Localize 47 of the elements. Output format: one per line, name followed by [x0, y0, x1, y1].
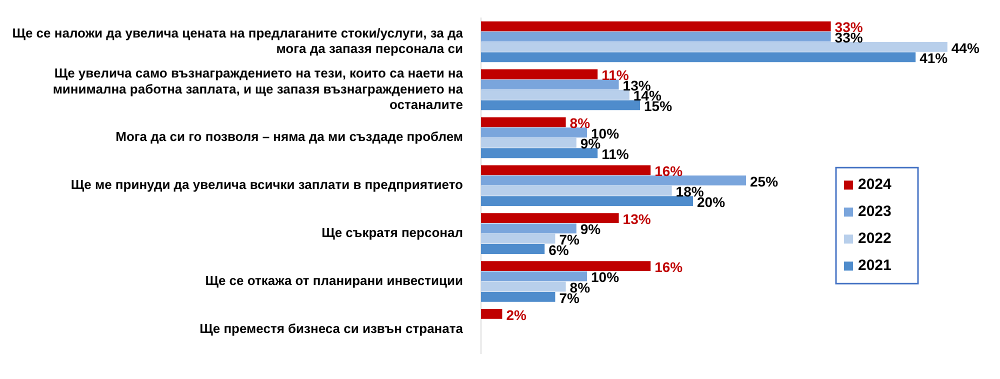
data-label: 2% — [506, 306, 527, 323]
bar — [481, 117, 566, 128]
bar — [481, 100, 640, 110]
bar — [481, 165, 651, 176]
data-label: 41% — [920, 50, 948, 66]
bar — [481, 80, 619, 90]
bar — [481, 176, 746, 186]
data-label: 16% — [654, 163, 684, 179]
bar — [481, 52, 916, 62]
bar — [481, 282, 566, 292]
bar — [481, 186, 672, 196]
bar — [481, 223, 576, 234]
y-tick-label: Ще се откажа от планирани инвестиции — [205, 273, 463, 288]
legend-label: 2021 — [858, 257, 892, 274]
bar — [481, 148, 598, 158]
y-tick-label: Мога да си го позволя – няма да ми създаде проблем — [116, 129, 463, 144]
bar — [481, 69, 598, 80]
y-tick-label: Ще преместя бизнеса си извън страната — [200, 321, 464, 336]
y-tick-label: Ще съкратя персонал — [322, 225, 463, 240]
data-label: 11% — [602, 146, 630, 162]
bar — [481, 292, 556, 302]
bar — [481, 21, 831, 32]
legend-label: 2024 — [858, 176, 892, 194]
bar — [481, 261, 651, 271]
data-label: 10% — [591, 269, 620, 286]
bar — [481, 309, 502, 319]
data-label: 13% — [622, 210, 652, 227]
y-tick-label: Ще увелича само възнаграждението на тези, които са наети на минимална работна заплата, и ще запазя възнаграждението на останалите — [52, 66, 464, 112]
data-label: 9% — [580, 221, 602, 238]
bar — [481, 138, 576, 148]
data-label: 8% — [570, 115, 591, 132]
data-label: 16% — [654, 258, 684, 275]
bar — [481, 196, 693, 206]
bar — [481, 32, 831, 42]
bar — [481, 234, 556, 244]
bar — [481, 128, 587, 138]
bar — [481, 90, 630, 100]
bar — [481, 42, 948, 52]
bar — [481, 213, 619, 224]
y-tick-label: Ще ме принуди да увелича всички заплати в предприятието — [70, 177, 464, 192]
data-label: 44% — [951, 40, 980, 56]
bar — [481, 244, 545, 254]
data-label: 25% — [750, 173, 779, 190]
bar — [481, 271, 587, 282]
legend-label: 2023 — [858, 203, 892, 220]
legend-label: 2022 — [858, 230, 892, 248]
y-tick-label: Ще се наложи да увелича цената на предлаганите стоки/услуги, за да мога да запазя персонала си — [12, 26, 464, 56]
